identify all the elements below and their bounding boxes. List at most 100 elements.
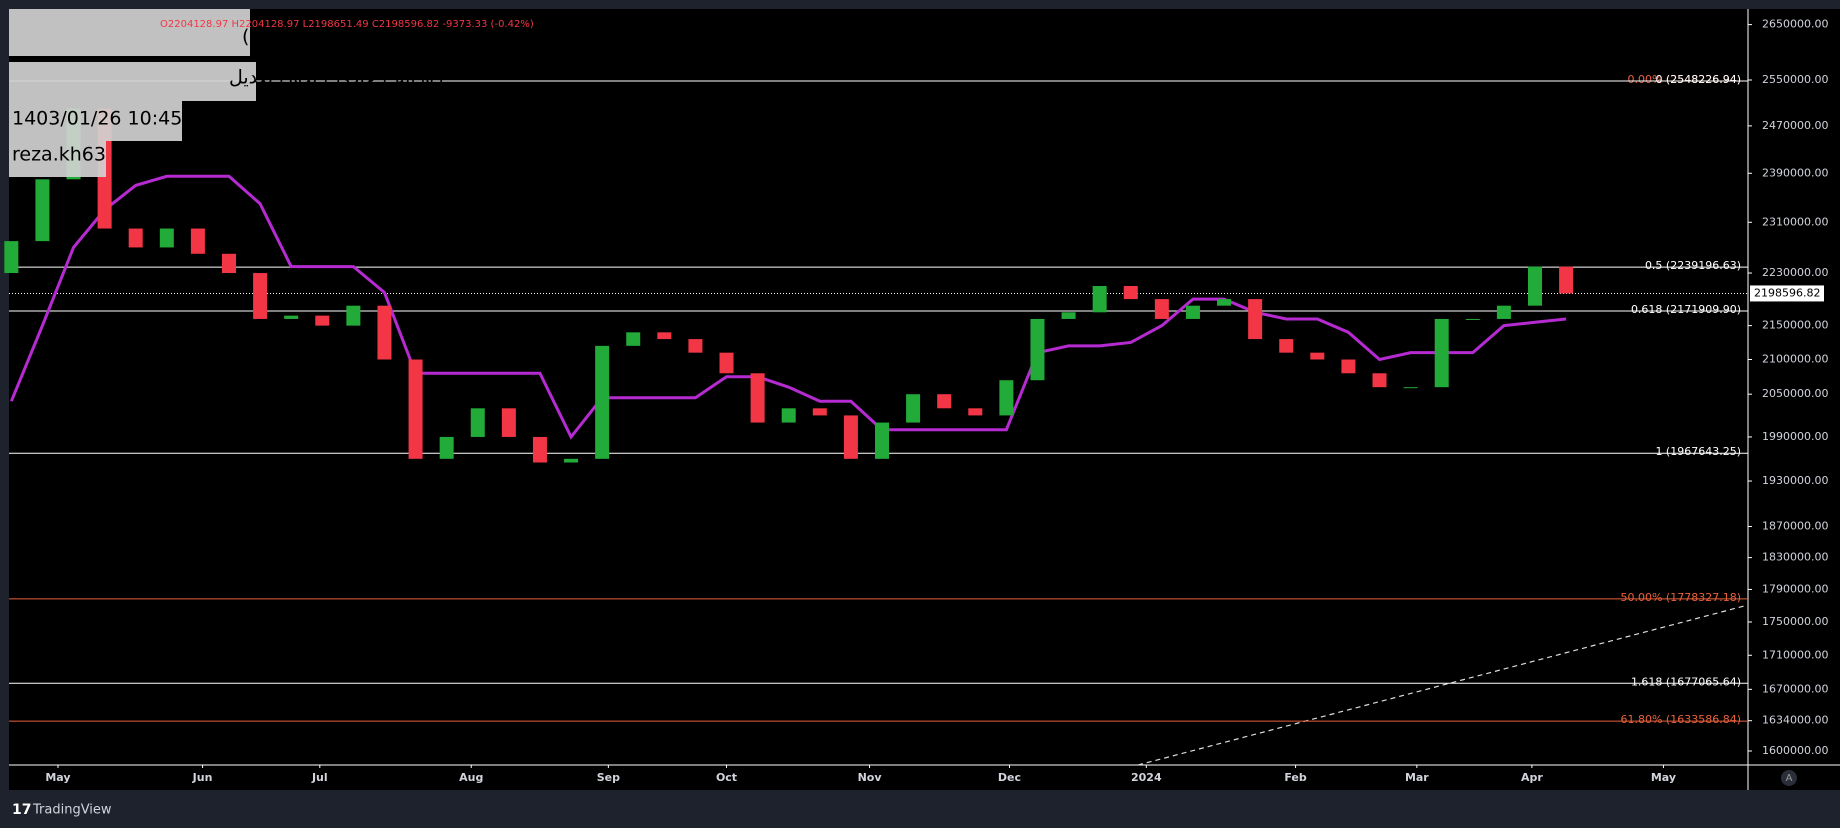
y-tick-label: 1990000.00 bbox=[1762, 430, 1828, 443]
candle-body bbox=[1092, 286, 1107, 313]
candle-body bbox=[750, 373, 765, 423]
candle-body bbox=[1061, 312, 1076, 319]
candle-body bbox=[221, 253, 236, 274]
candle-body bbox=[1403, 387, 1418, 389]
candle-body bbox=[812, 408, 827, 416]
candle-body bbox=[1310, 352, 1325, 360]
y-tick-label: 2230000.00 bbox=[1762, 266, 1828, 279]
candle-body bbox=[253, 273, 268, 319]
candle-body bbox=[1465, 318, 1480, 320]
candle-body bbox=[657, 332, 672, 340]
candle-body bbox=[1030, 318, 1045, 381]
logo: 17 bbox=[12, 802, 31, 818]
candle-body bbox=[408, 359, 423, 459]
candle-body bbox=[1279, 339, 1294, 353]
candle-body bbox=[4, 241, 19, 274]
candle-body bbox=[1372, 373, 1387, 388]
candle-body bbox=[719, 352, 734, 374]
candle-body bbox=[284, 315, 299, 319]
candle-body bbox=[1154, 299, 1169, 319]
candle-body bbox=[1123, 286, 1138, 300]
x-tick-label: May bbox=[45, 771, 70, 784]
candle-body bbox=[781, 408, 796, 423]
y-tick-label: 2150000.00 bbox=[1762, 319, 1828, 332]
fib-label: 50.00% (1778327.18) bbox=[1620, 591, 1741, 604]
interval-box bbox=[9, 62, 256, 101]
x-tick-label: Dec bbox=[998, 771, 1021, 784]
candle-body bbox=[159, 228, 174, 248]
x-tick-label: 2024 bbox=[1131, 771, 1162, 784]
y-tick-label: 2100000.00 bbox=[1762, 353, 1828, 366]
interval: روزانه / عادی / بدون تعدیل bbox=[229, 67, 443, 89]
title-box bbox=[9, 9, 250, 56]
time-axis bbox=[9, 765, 1840, 790]
candle-body bbox=[595, 345, 610, 459]
fib-label: 1.618 (1677065.64) bbox=[1631, 675, 1741, 688]
fib-label: 0.618 (2171909.90) bbox=[1631, 303, 1741, 316]
x-tick-label: Oct bbox=[716, 771, 737, 784]
header: O2204128.97 H2204128.97 L2198651.49 C219… bbox=[9, 9, 534, 177]
y-tick-label: 1790000.00 bbox=[1762, 582, 1828, 595]
author: reza.kh63 bbox=[12, 144, 106, 166]
candle-body bbox=[346, 305, 361, 326]
trend-line bbox=[1137, 604, 1749, 766]
candle-body bbox=[1496, 305, 1511, 319]
x-tick-label: Mar bbox=[1405, 771, 1429, 784]
candle-body bbox=[128, 228, 143, 248]
candle-body bbox=[1248, 299, 1263, 340]
y-tick-label: 2050000.00 bbox=[1762, 387, 1828, 400]
fib-label: 0.5 (2239196.63) bbox=[1645, 259, 1741, 272]
y-tick-label: 2550000.00 bbox=[1762, 73, 1828, 86]
auto-scale-label[interactable]: A bbox=[1786, 773, 1793, 784]
y-tick-label: 1600000.00 bbox=[1762, 744, 1828, 757]
candle-body bbox=[626, 332, 641, 346]
x-tick-label: Jun bbox=[192, 771, 213, 784]
candle-body bbox=[843, 415, 858, 459]
x-tick-label: Jul bbox=[311, 771, 328, 784]
fib-label: 0 (2548226.94) bbox=[1655, 73, 1741, 86]
candle-body bbox=[564, 458, 579, 463]
y-tick-label: 1930000.00 bbox=[1762, 474, 1828, 487]
candle-body bbox=[688, 339, 703, 353]
candle-body bbox=[1434, 318, 1449, 388]
candle-body bbox=[937, 394, 952, 409]
price-axis bbox=[1748, 9, 1840, 765]
candle-body bbox=[1527, 266, 1542, 306]
last-price-label: 2198596.82 bbox=[1754, 286, 1820, 299]
y-tick-label: 2650000.00 bbox=[1762, 18, 1828, 31]
x-tick-label: May bbox=[1651, 771, 1676, 784]
y-tick-label: 1830000.00 bbox=[1762, 551, 1828, 564]
fib-label: 1 (1967643.25) bbox=[1655, 445, 1741, 458]
candle-body bbox=[999, 380, 1014, 416]
y-tick-label: 2310000.00 bbox=[1762, 215, 1828, 228]
x-tick-label: Feb bbox=[1284, 771, 1307, 784]
candle-body bbox=[1559, 266, 1574, 294]
candle-body bbox=[501, 408, 516, 437]
title: کل بورس (شاخص کل بورس) bbox=[242, 26, 480, 48]
datetime-box bbox=[9, 101, 182, 141]
fib-label: 0.00% (2548226.94) bbox=[1627, 73, 1741, 86]
y-tick-label: 1870000.00 bbox=[1762, 519, 1828, 532]
auto-scale-button[interactable] bbox=[1781, 770, 1797, 786]
y-tick-label: 1750000.00 bbox=[1762, 615, 1828, 628]
y-tick-label: 1634000.00 bbox=[1762, 714, 1828, 727]
x-tick-label: Apr bbox=[1521, 771, 1543, 784]
x-tick-label: Nov bbox=[858, 771, 883, 784]
y-tick-label: 1670000.00 bbox=[1762, 682, 1828, 695]
last-price-tag bbox=[1750, 285, 1824, 302]
y-tick-label: 2470000.00 bbox=[1762, 119, 1828, 132]
candle-body bbox=[470, 408, 485, 437]
candle-body bbox=[968, 408, 983, 416]
ohlc-line: O2204128.97 H2204128.97 L2198651.49 C219… bbox=[160, 19, 534, 30]
author-box bbox=[9, 141, 106, 177]
candle-body bbox=[1341, 359, 1356, 374]
x-tick-label: Aug bbox=[459, 771, 483, 784]
plot-area bbox=[9, 9, 1748, 765]
kijun-line bbox=[9, 174, 1567, 440]
candle-body bbox=[377, 305, 392, 360]
x-tick-label: Sep bbox=[597, 771, 620, 784]
candle-body bbox=[439, 436, 454, 459]
y-tick-label: 1710000.00 bbox=[1762, 648, 1828, 661]
brand: TradingView bbox=[32, 803, 112, 818]
